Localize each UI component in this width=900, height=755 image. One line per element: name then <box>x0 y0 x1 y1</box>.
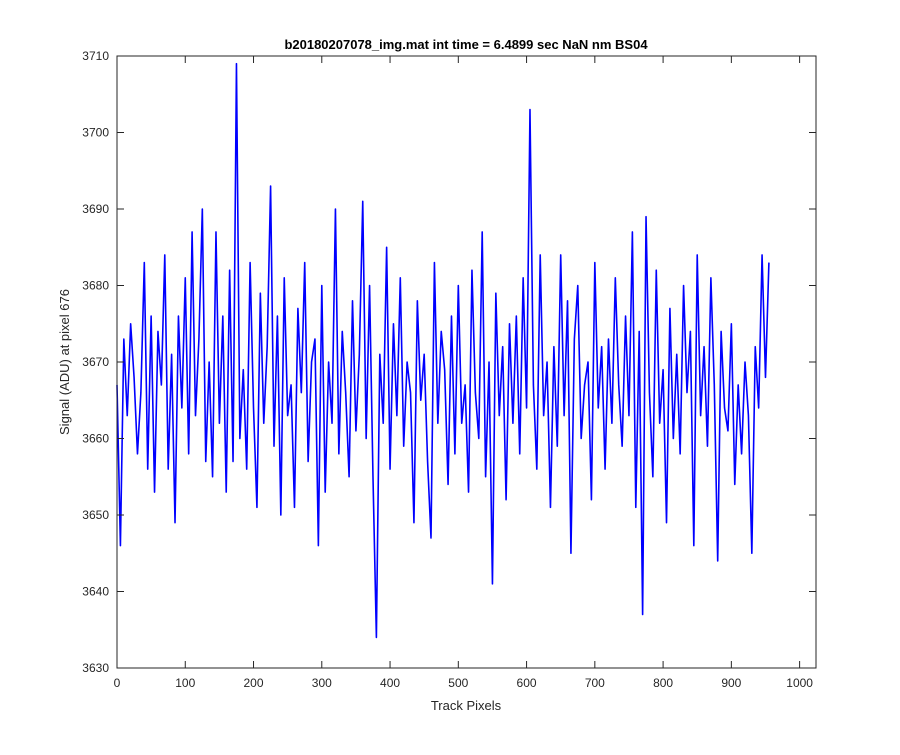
x-tick-label: 900 <box>721 676 741 690</box>
x-tick-label: 600 <box>517 676 537 690</box>
ticks-layer: 0 100 200 300 400 500 600 700 800 900 1000 3630 3640… <box>82 49 816 690</box>
y-tick-label: 3680 <box>82 279 109 293</box>
x-tick-label: 700 <box>585 676 605 690</box>
signal-series-line <box>116 62 770 639</box>
x-tick-label: 500 <box>448 676 468 690</box>
x-tick-label: 300 <box>312 676 332 690</box>
x-tick-label: 100 <box>175 676 195 690</box>
y-tick-label: 3690 <box>82 202 109 216</box>
y-tick-label: 3650 <box>82 508 109 522</box>
x-axis-label: Track Pixels <box>431 698 502 713</box>
x-tick-label: 200 <box>244 676 264 690</box>
data-layer <box>116 62 770 639</box>
y-tick-label: 3630 <box>82 661 109 675</box>
x-tick-label: 0 <box>114 676 121 690</box>
y-tick-label: 3660 <box>82 432 109 446</box>
x-tick-label: 400 <box>380 676 400 690</box>
y-tick-label: 3640 <box>82 585 109 599</box>
y-tick-label: 3710 <box>82 49 109 63</box>
y-tick-label: 3670 <box>82 355 109 369</box>
chart-title: b20180207078_img.mat int time = 6.4899 s… <box>284 37 648 52</box>
x-tick-label: 1000 <box>786 676 813 690</box>
x-tick-label: 800 <box>653 676 673 690</box>
y-axis-label: Signal (ADU) at pixel 676 <box>57 289 72 435</box>
y-tick-label: 3700 <box>82 126 109 140</box>
